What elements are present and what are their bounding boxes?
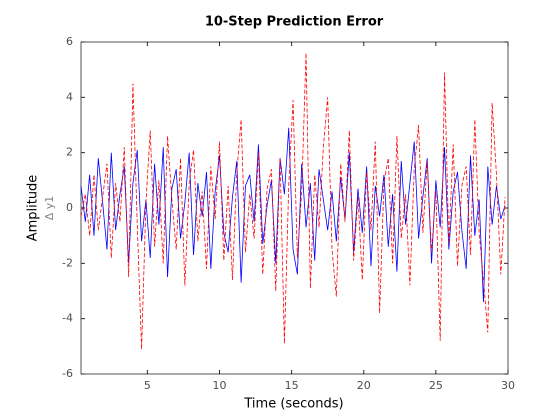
y-tick-label: -6 — [62, 367, 73, 380]
x-tick-label: 5 — [144, 379, 151, 392]
y-tick-label: 4 — [66, 90, 73, 103]
x-axis-label: Time (seconds) — [243, 397, 343, 412]
y-tick-label: -4 — [62, 312, 73, 325]
y-tick-label: 6 — [66, 35, 73, 48]
series-line — [80, 53, 506, 350]
x-tick-label: 30 — [501, 379, 515, 392]
y-tick-label: -2 — [62, 256, 73, 269]
y-tick-label: 0 — [66, 201, 73, 214]
chart-title: 10-Step Prediction Error — [205, 15, 384, 30]
y-axis-sublabel: Δ y1 — [43, 196, 56, 221]
x-tick-label: 10 — [212, 379, 226, 392]
x-tick-label: 25 — [429, 379, 443, 392]
y-axis-label: Amplitude — [26, 175, 41, 242]
x-tick-label: 15 — [285, 379, 299, 392]
x-tick-label: 20 — [357, 379, 371, 392]
series-line — [80, 127, 506, 303]
y-tick-label: 2 — [66, 146, 73, 159]
